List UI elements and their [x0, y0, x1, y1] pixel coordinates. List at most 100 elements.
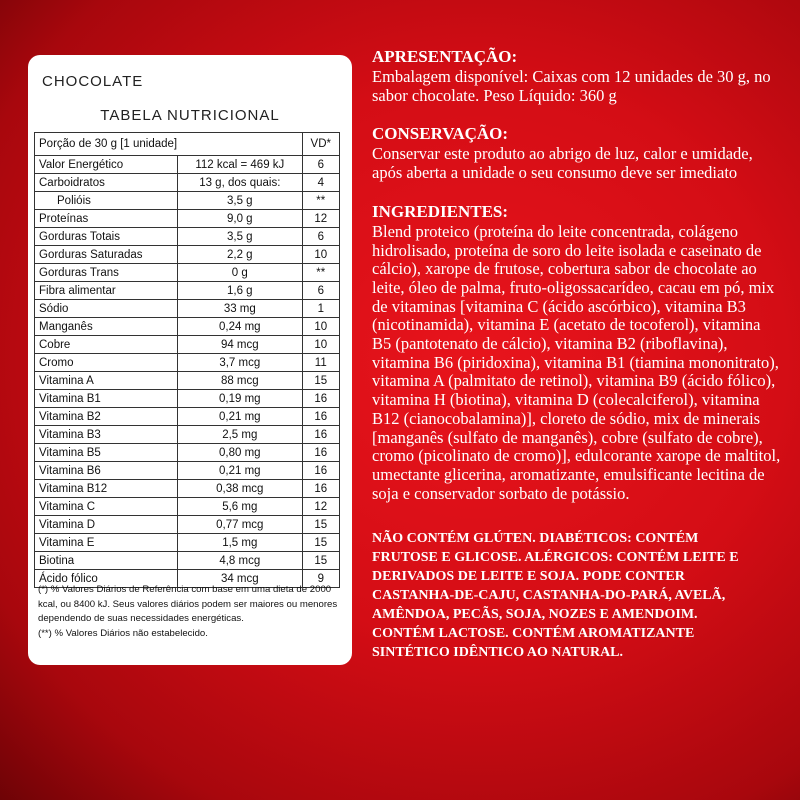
footnotes: (*) % Valores Diários de Referência com …: [38, 583, 344, 641]
table-row: Vitamina A 88 mcg 15: [33, 371, 341, 390]
nutrient-amount: 112 kcal = 469 kJ: [177, 155, 303, 174]
nutrient-amount: 0,80 mg: [177, 443, 303, 462]
table-row: Vitamina B3 2,5 mg 16: [33, 425, 341, 444]
nutrient-amount: 4,8 mcg: [177, 551, 303, 570]
nutrient-amount: 94 mcg: [177, 335, 303, 354]
info-section: APRESENTAÇÃO: Embalagem disponível: Caixa…: [372, 46, 782, 105]
table-row: Polióis 3,5 g **: [33, 191, 341, 210]
table-title: TABELA NUTRICIONAL: [100, 107, 280, 124]
table-body: Porção de 30 g [1 unidade] VD* Valor Ene…: [33, 132, 341, 588]
footnote: (*) % Valores Diários de Referência com …: [38, 584, 338, 624]
daily-value: 16: [301, 461, 341, 480]
table-row: Gorduras Trans 0 g **: [33, 263, 341, 282]
table-row: Sódio 33 mg 1: [33, 299, 341, 318]
nutrition-card: CHOCOLATE TABELA NUTRICIONAL Porção de 3…: [28, 55, 352, 665]
nutrient-name: Vitamina B3: [33, 425, 179, 444]
nutrient-name: Gorduras Totais: [33, 227, 179, 246]
table-row: Vitamina B5 0,80 mg 16: [33, 443, 341, 462]
allergen-warning: NÃO CONTÉM GLÚTEN. DIABÉTICOS: CONTÉM FR…: [372, 531, 739, 661]
table-row: Manganês 0,24 mg 10: [33, 317, 341, 336]
nutrient-name: Vitamina B5: [33, 443, 179, 462]
nutrient-amount: 5,6 mg: [177, 497, 303, 516]
nutrient-amount: 0,21 mg: [177, 407, 303, 426]
daily-value: 10: [301, 245, 341, 264]
table-row: Vitamina B12 0,38 mcg 16: [33, 479, 341, 498]
nutrient-name: Vitamina B6: [33, 461, 179, 480]
nutrient-amount: 2,5 mg: [177, 425, 303, 444]
nutrient-name: Vitamina B12: [33, 479, 179, 498]
daily-value: **: [301, 263, 341, 282]
nutrient-name: Carboidratos: [33, 173, 179, 192]
nutrient-name: Manganês: [33, 317, 179, 336]
nutrient-name: Ácido fólico: [33, 569, 179, 588]
nutrient-amount: 9,0 g: [177, 209, 303, 228]
daily-value: 16: [301, 425, 341, 444]
nutrient-name: Vitamina D: [33, 515, 179, 534]
section-text: Embalagem disponível: Caixas com 12 unid…: [372, 67, 771, 105]
header-cell: VD*: [301, 132, 341, 156]
daily-value: 11: [301, 353, 341, 372]
header-cell: Porção de 30 g [1 unidade]: [34, 132, 303, 156]
nutrient-amount: 3,5 g: [177, 227, 303, 246]
table-row: Valor Energético 112 kcal = 469 kJ 6: [33, 155, 341, 174]
table-row: Vitamina D 0,77 mcg 15: [33, 515, 341, 534]
daily-value: 16: [301, 443, 341, 462]
nutrient-name: Sódio: [33, 299, 179, 318]
daily-value: 16: [301, 479, 341, 498]
nutrient-amount: 0,24 mg: [177, 317, 303, 336]
nutrient-name: Polióis: [33, 191, 179, 210]
daily-value: 15: [301, 551, 341, 570]
table-row: Proteínas 9,0 g 12: [33, 209, 341, 228]
section-heading: INGREDIENTES:: [372, 201, 509, 221]
section-text: Blend proteico (proteína do leite concen…: [372, 221, 781, 503]
daily-value: 12: [301, 209, 341, 228]
nutrient-amount: 2,2 g: [177, 245, 303, 264]
daily-value: 1: [301, 299, 341, 318]
table-row: Biotina 4,8 mcg 15: [33, 551, 341, 570]
daily-value: 15: [301, 371, 341, 390]
table-row: Cromo 3,7 mcg 11: [33, 353, 341, 372]
info-section: INGREDIENTES: Blend proteico (proteína do…: [372, 201, 782, 504]
nutrient-name: Vitamina C: [33, 497, 179, 516]
nutrient-amount: 3,5 g: [177, 191, 303, 210]
nutrient-name: Gorduras Trans: [33, 263, 179, 282]
section-heading: CONSERVAÇÃO:: [372, 124, 509, 144]
daily-value: 9: [301, 569, 341, 588]
nutrient-amount: 0,21 mg: [177, 461, 303, 480]
table-row: Ácido fólico 34 mcg 9: [33, 569, 341, 588]
nutrient-name: Vitamina B1: [33, 389, 179, 408]
nutrient-amount: 0,19 mg: [177, 389, 303, 408]
nutrient-name: Vitamina B2: [33, 407, 179, 426]
daily-value: 16: [301, 407, 341, 426]
daily-value: 16: [301, 389, 341, 408]
section-text: Conservar este produto ao abrigo de luz,…: [372, 144, 753, 183]
nutrition-table: Porção de 30 g [1 unidade] VD* Valor Ene…: [33, 132, 341, 588]
table-row: Cobre 94 mcg 10: [33, 335, 341, 354]
footnote: (**) % Valores Diários não estabelecido.: [38, 627, 208, 639]
table-row: Vitamina B6 0,21 mg 16: [33, 461, 341, 480]
section-heading: APRESENTAÇÃO:: [372, 47, 518, 66]
nutrient-amount: 88 mcg: [177, 371, 303, 390]
daily-value: 6: [301, 155, 341, 174]
nutrient-amount: 33 mg: [177, 299, 303, 318]
table-row: Vitamina E 1,5 mg 15: [33, 533, 341, 552]
daily-value: 4: [301, 173, 341, 192]
nutrient-name: Fibra alimentar: [33, 281, 179, 300]
table-row: Carboidratos 13 g, dos quais: 4: [33, 173, 341, 192]
table-row: Gorduras Saturadas 2,2 g 10: [33, 245, 341, 264]
nutrient-amount: 0 g: [177, 263, 303, 282]
nutrient-name: Vitamina E: [33, 533, 179, 552]
nutrient-amount: 0,77 mcg: [177, 515, 303, 534]
nutrient-amount: 1,5 mg: [177, 533, 303, 552]
table-row: Vitamina C 5,6 mg 12: [33, 497, 341, 516]
nutrient-amount: 13 g, dos quais:: [177, 173, 303, 192]
daily-value: 15: [301, 533, 341, 552]
nutrient-amount: 3,7 mcg: [177, 353, 303, 372]
table-header: Porção de 30 g [1 unidade] VD*: [34, 132, 341, 156]
daily-value: 10: [301, 335, 341, 354]
daily-value: 6: [301, 227, 341, 246]
table-row: Vitamina B2 0,21 mg 16: [33, 407, 341, 426]
nutrient-name: Valor Energético: [33, 155, 179, 174]
